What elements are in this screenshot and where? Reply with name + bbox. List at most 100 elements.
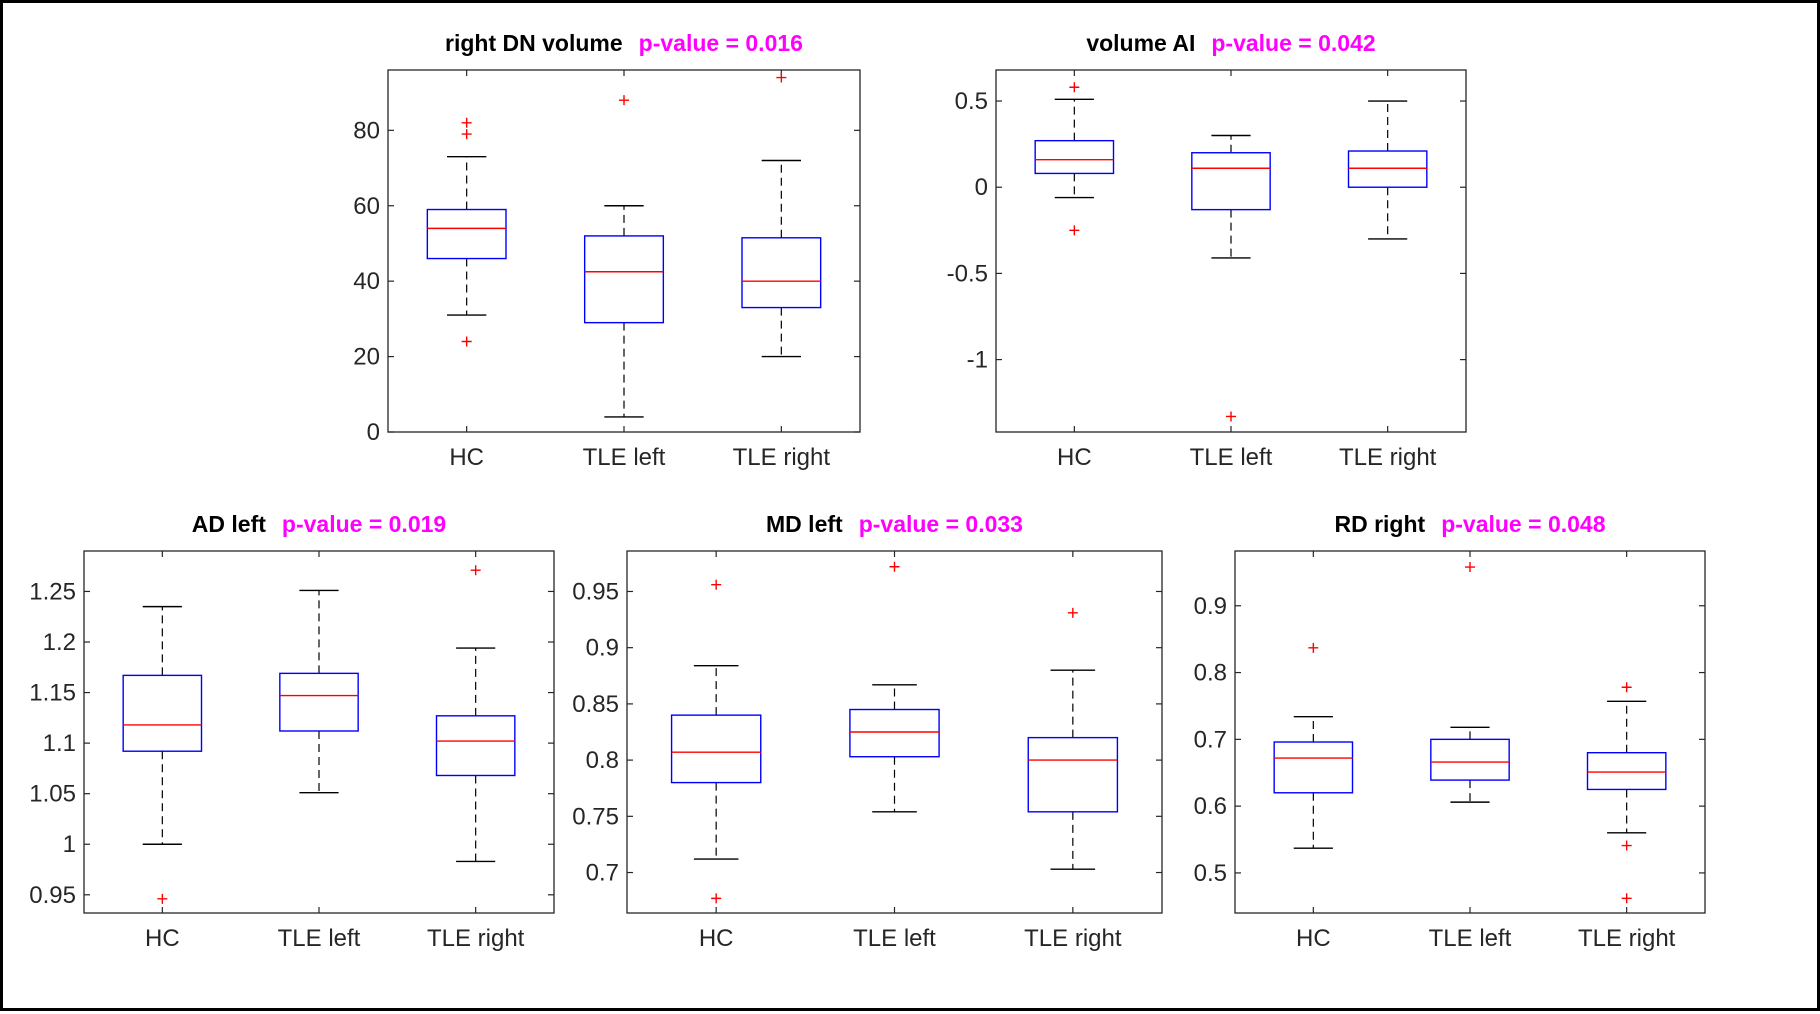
right-dn-volume-iqr-box-tle-right — [741, 237, 822, 309]
rd-right-outlier-tle-right — [1621, 893, 1632, 904]
rd-right-iqr-box-tle-left — [1430, 738, 1510, 781]
rd-right-iqr-box-tle-right — [1586, 752, 1667, 791]
right-dn-volume-outlier-hc — [461, 336, 472, 347]
volume-ai-outlier-hc — [1069, 225, 1080, 236]
rd-right-outlier-hc — [1308, 642, 1319, 653]
volume-ai-box-tle-left — [1191, 134, 1271, 422]
md-left-outlier-tle-right — [1067, 607, 1078, 618]
md-left-ytick-label: 0.75 — [572, 803, 619, 830]
md-left-ytick-label: 0.8 — [586, 747, 619, 774]
volume-ai-iqr-box-hc — [1034, 139, 1115, 175]
rd-right-ytick-label: 0.6 — [1194, 793, 1227, 820]
right-dn-volume-pvalue: p-value = 0.016 — [639, 30, 803, 56]
right-dn-volume-xtick-label-hc: HC — [449, 444, 484, 471]
md-left-ytick-label: 0.95 — [572, 578, 619, 605]
right-dn-volume-box-hc — [426, 117, 507, 347]
ad-left-ytick-label: 1.1 — [43, 730, 76, 757]
right-dn-volume-ytick-label: 40 — [353, 268, 380, 295]
rd-right-outlier-tle-right — [1621, 682, 1632, 693]
volume-ai-iqr-box-tle-right — [1347, 150, 1428, 188]
md-left-xtick-label-tle-left: TLE left — [853, 925, 936, 952]
volume-ai-ytick-label: 0.5 — [955, 88, 988, 115]
ad-left-box-hc — [122, 605, 203, 904]
md-left-panel: 0.7 0.75 0.8 0.85 0.9 0.95 HC TLE left TLE right… — [572, 511, 1163, 952]
right-dn-volume-outlier-hc — [461, 117, 472, 128]
volume-ai-outlier-hc — [1069, 82, 1080, 93]
md-left-iqr-box-tle-left — [849, 708, 940, 758]
ad-left-title: AD left — [192, 511, 266, 537]
ad-left-box-tle-right — [435, 565, 516, 863]
md-left-box-tle-right — [1027, 607, 1119, 870]
rd-right-title: RD right — [1334, 511, 1425, 537]
volume-ai-xtick-label-tle-right: TLE right — [1339, 444, 1437, 471]
volume-ai-title: volume AI — [1086, 30, 1195, 56]
ad-left-ytick-label: 1 — [63, 831, 76, 858]
ad-left-outlier-hc — [157, 893, 168, 904]
ad-left-ytick-label: 1.15 — [29, 680, 76, 707]
md-left-iqr-box-hc — [670, 714, 762, 784]
right-dn-volume-outlier-tle-right — [776, 72, 787, 83]
volume-ai-box-tle-right — [1347, 100, 1428, 240]
ad-left-box-tle-left — [279, 589, 359, 794]
boxplot-figure: 0 20 40 60 80 HC TLE left TLE right right DN vol… — [29, 30, 1706, 952]
right-dn-volume-iqr-box-tle-left — [583, 235, 665, 324]
ad-left-ytick-label: 1.25 — [29, 578, 76, 605]
md-left-box-tle-left — [849, 561, 940, 813]
rd-right-box-tle-right — [1586, 682, 1667, 904]
rd-right-ytick-label: 0.5 — [1194, 860, 1227, 887]
volume-ai-xtick-label-hc: HC — [1057, 444, 1092, 471]
ad-left-iqr-box-hc — [122, 674, 203, 752]
rd-right-pvalue: p-value = 0.048 — [1441, 511, 1605, 537]
md-left-pvalue: p-value = 0.033 — [859, 511, 1023, 537]
md-left-ytick-label: 0.7 — [586, 860, 619, 887]
right-dn-volume-box-tle-left — [583, 95, 665, 418]
md-left-iqr-box-tle-right — [1027, 736, 1119, 813]
md-left-outlier-hc — [711, 579, 722, 590]
right-dn-volume-ytick-label: 20 — [353, 344, 380, 371]
md-left-ytick-label: 0.85 — [572, 691, 619, 718]
ad-left-xtick-label-tle-left: TLE left — [278, 925, 361, 952]
ad-left-xtick-label-tle-right: TLE right — [427, 925, 525, 952]
volume-ai-ytick-label: -0.5 — [947, 260, 988, 287]
md-left-box-hc — [670, 579, 762, 904]
md-left-xtick-label-hc: HC — [699, 925, 734, 952]
md-left-outlier-tle-left — [889, 561, 900, 572]
right-dn-volume-outlier-hc — [461, 129, 472, 140]
rd-right-ytick-label: 0.9 — [1194, 593, 1227, 620]
ad-left-xtick-label-hc: HC — [145, 925, 180, 952]
right-dn-volume-title: right DN volume — [445, 30, 623, 56]
rd-right-xtick-label-hc: HC — [1296, 925, 1331, 952]
rd-right-outlier-tle-left — [1465, 562, 1475, 573]
ad-left-outlier-tle-right — [470, 565, 481, 576]
right-dn-volume-outlier-tle-left — [619, 95, 629, 106]
right-dn-volume-ytick-label: 80 — [353, 117, 380, 144]
volume-ai-box-hc — [1034, 82, 1115, 236]
right-dn-volume-xtick-label-tle-left: TLE left — [583, 444, 666, 471]
rd-right-xtick-label-tle-right: TLE right — [1578, 925, 1676, 952]
ad-left-iqr-box-tle-left — [279, 672, 359, 732]
ad-left-panel: 0.95 1 1.05 1.1 1.15 1.2 1.25 HC TLE left TLE rig… — [29, 511, 555, 952]
right-dn-volume-ytick-label: 60 — [353, 193, 380, 220]
right-dn-volume-box-tle-right — [741, 72, 822, 358]
right-dn-volume-ytick-label: 0 — [367, 419, 380, 446]
volume-ai-pvalue: p-value = 0.042 — [1211, 30, 1375, 56]
rd-right-box-hc — [1273, 642, 1354, 849]
volume-ai-ytick-label: 0 — [975, 174, 988, 201]
ad-left-ytick-label: 1.2 — [43, 629, 76, 656]
rd-right-xtick-label-tle-left: TLE left — [1429, 925, 1512, 952]
right-dn-volume-iqr-box-hc — [426, 208, 507, 260]
md-left-outlier-hc — [711, 893, 722, 904]
volume-ai-xtick-label-tle-left: TLE left — [1190, 444, 1273, 471]
volume-ai-iqr-box-tle-left — [1191, 152, 1271, 211]
ad-left-ytick-label: 0.95 — [29, 882, 76, 909]
md-left-xtick-label-tle-right: TLE right — [1024, 925, 1122, 952]
rd-right-box-tle-left — [1430, 562, 1510, 803]
ad-left-pvalue: p-value = 0.019 — [282, 511, 446, 537]
rd-right-outlier-tle-right — [1621, 840, 1632, 851]
rd-right-panel: 0.5 0.6 0.7 0.8 0.9 HC TLE left TLE right RD rig… — [1194, 511, 1706, 952]
rd-right-ytick-label: 0.8 — [1194, 660, 1227, 687]
right-dn-volume-xtick-label-tle-right: TLE right — [733, 444, 831, 471]
ad-left-ytick-label: 1.05 — [29, 781, 76, 808]
rd-right-ytick-label: 0.7 — [1194, 726, 1227, 753]
